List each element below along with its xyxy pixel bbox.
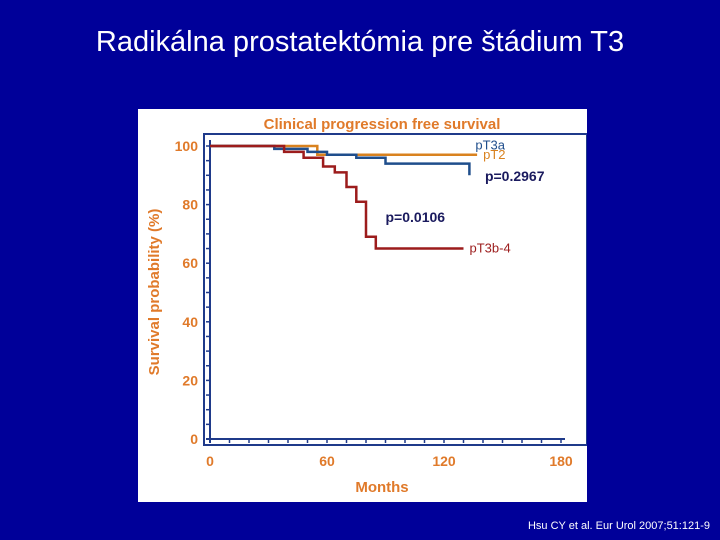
survival-chart-panel: Clinical progression free survival Survi… [138, 109, 587, 502]
y-tick-label: 60 [182, 255, 198, 271]
x-tick-label: 60 [319, 453, 335, 469]
x-axis-label: Months [355, 479, 408, 496]
series-line-pt3b-4 [210, 144, 464, 250]
series-line-pt2 [210, 144, 478, 157]
x-tick-label: 120 [432, 453, 456, 469]
survival-curves [210, 144, 478, 250]
axis-ticks: 0 20 40 60 80 100 0 60 120 180 [175, 138, 573, 469]
citation: Hsu CY et al. Eur Urol 2007;51:121-9 [527, 520, 710, 532]
series-line-pt3a [210, 144, 471, 176]
chart-title: Clinical progression free survival [264, 116, 501, 133]
y-tick-label: 0 [190, 431, 198, 447]
slide-title: Radikálna prostatektómia pre štádium T3 [95, 26, 625, 58]
y-tick-label: 80 [182, 197, 198, 213]
plot-frame [203, 133, 587, 446]
y-tick-label: 40 [182, 314, 198, 330]
survival-chart: Clinical progression free survival Survi… [146, 116, 587, 496]
y-tick-label: 20 [182, 372, 198, 388]
series-label-pt3b-4: pT3b-4 [470, 241, 511, 256]
p-value-annotation: p=0.0106 [386, 209, 446, 225]
series-label-pt2: pT2 [483, 147, 505, 162]
y-axis-label: Survival probability (%) [146, 209, 163, 376]
series-label-pt3a: pT3a [475, 137, 505, 152]
x-tick-label: 180 [549, 453, 573, 469]
x-tick-label: 0 [206, 453, 214, 469]
p-value-annotation: p=0.2967 [485, 168, 545, 184]
y-tick-label: 100 [175, 138, 199, 154]
